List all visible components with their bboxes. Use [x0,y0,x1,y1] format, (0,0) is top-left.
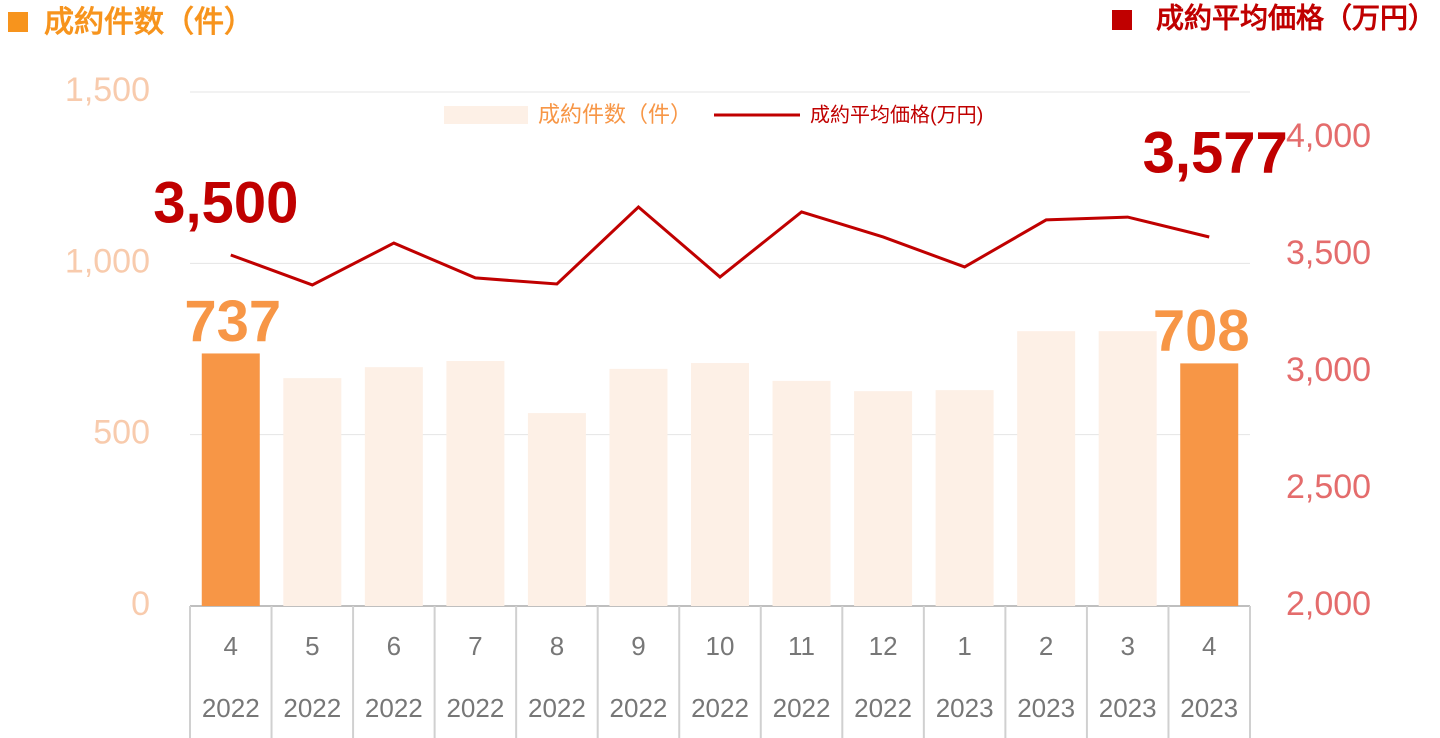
x-year-label: 2022 [773,693,831,723]
x-tick-label: 10 [706,631,735,661]
y2-tick-label: 4,000 [1286,117,1371,155]
bar [283,378,342,606]
heading-swatch [1112,10,1132,30]
bar [609,368,668,606]
value-label: 3,577 [1143,120,1288,185]
legend-swatch [444,106,528,124]
y-tick-label: 0 [131,585,150,623]
x-year-label: 2023 [1099,693,1157,723]
bar [446,360,505,606]
x-tick-label: 9 [631,631,645,661]
x-year-label: 2022 [610,693,668,723]
bar [691,363,749,606]
value-label: 708 [1153,299,1250,364]
x-tick-label: 4 [1202,631,1216,661]
legend-label: 成約平均価格(万円) [810,103,983,126]
y-tick-label: 1,000 [65,242,150,280]
x-tick-label: 5 [305,631,319,661]
x-tick-label: 4 [224,631,238,661]
bar [854,391,913,606]
x-tick-label: 12 [869,631,898,661]
y2-tick-label: 3,500 [1286,234,1371,272]
value-label: 737 [184,289,281,354]
x-year-label: 2022 [446,693,504,723]
x-tick-label: 7 [468,631,482,661]
y2-tick-label: 3,000 [1286,351,1371,389]
x-tick-label: 1 [957,631,971,661]
left-heading: 成約件数（件） [44,5,254,39]
right-heading: 成約平均価格（万円） [1156,1,1436,33]
x-tick-label: 6 [387,631,401,661]
heading-swatch [8,12,28,32]
x-tick-label: 3 [1120,631,1134,661]
y-tick-label: 1,500 [65,71,150,109]
x-year-label: 2022 [283,693,341,723]
x-year-label: 2022 [854,693,912,723]
x-tick-label: 2 [1039,631,1053,661]
x-tick-label: 8 [550,631,564,661]
bar [1098,331,1157,606]
bar [935,390,994,606]
y2-tick-label: 2,000 [1286,585,1371,623]
bar [201,353,260,606]
bar [1017,331,1076,606]
x-year-label: 2022 [202,693,260,723]
x-year-label: 2023 [936,693,994,723]
x-year-label: 2023 [1017,693,1075,723]
bar [1180,363,1239,606]
bar [772,380,831,606]
x-year-label: 2022 [691,693,749,723]
x-year-label: 2022 [528,693,586,723]
bar [527,413,586,606]
x-year-label: 2022 [365,693,423,723]
x-year-label: 2023 [1180,693,1238,723]
y-tick-label: 500 [93,414,150,452]
x-tick-label: 11 [788,631,815,661]
value-label: 3,500 [153,170,298,235]
line [230,205,1210,287]
bar [364,367,423,606]
y2-tick-label: 2,500 [1286,468,1371,506]
legend-label: 成約件数（件） [538,102,692,127]
